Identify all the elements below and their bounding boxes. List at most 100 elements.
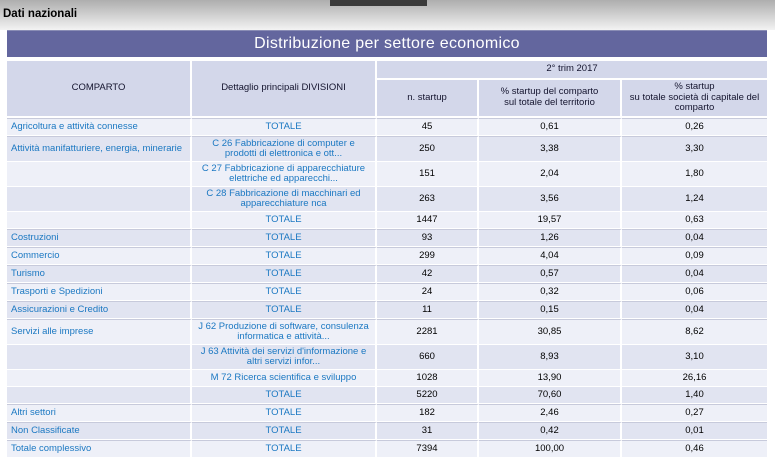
section-label: Dati nazionali: [3, 8, 78, 20]
table-row: C 27 Fabbricazione di apparecchiature el…: [7, 161, 767, 187]
comparto-cell: Non Classificate: [7, 421, 192, 440]
pct-comparto-cell: 1,24: [622, 186, 767, 212]
pct-territorio-cell: 70,60: [479, 386, 622, 404]
dettaglio-cell: TOTALE: [192, 246, 377, 265]
n-startup-cell: 7394: [377, 439, 479, 458]
n-startup-cell: 2281: [377, 318, 479, 345]
n-startup-cell: 1028: [377, 369, 479, 387]
n-startup-cell: 263: [377, 186, 479, 212]
pct-territorio-cell: 0,15: [479, 300, 622, 319]
comparto-cell: [7, 369, 192, 387]
pct-comparto-cell: 3,10: [622, 344, 767, 370]
table-row: Totale complessivo TOTALE 7394 100,00 0,46: [7, 439, 767, 458]
table-row: Servizi alle imprese J 62 Produzione di s…: [7, 318, 767, 345]
dettaglio-cell: TOTALE: [192, 117, 377, 136]
table-row: Agricoltura e attività connesse TOTALE 45 0…: [7, 117, 767, 136]
pct-comparto-cell: 0,04: [622, 228, 767, 247]
comparto-cell: Costruzioni: [7, 228, 192, 247]
dettaglio-cell: TOTALE: [192, 228, 377, 247]
header-period: 2° trim 2017: [377, 61, 767, 80]
comparto-cell: Agricoltura e attività connesse: [7, 117, 192, 136]
header-n-startup: n. startup: [377, 80, 479, 118]
top-chrome-bar: Dati nazionali: [0, 0, 775, 30]
dettaglio-cell: TOTALE: [192, 421, 377, 440]
pct-territorio-cell: 0,57: [479, 264, 622, 283]
comparto-cell: Turismo: [7, 264, 192, 283]
dettaglio-cell: C 26 Fabbricazione di computer e prodott…: [192, 135, 377, 162]
n-startup-cell: 299: [377, 246, 479, 265]
n-startup-cell: 250: [377, 135, 479, 162]
n-startup-cell: 24: [377, 282, 479, 301]
table-row: Turismo TOTALE 42 0,57 0,04: [7, 264, 767, 283]
n-startup-cell: 5220: [377, 386, 479, 404]
table-body: Agricoltura e attività connesse TOTALE 45 0…: [7, 117, 767, 458]
dettaglio-cell: TOTALE: [192, 439, 377, 458]
dettaglio-cell: TOTALE: [192, 211, 377, 229]
table-row: Assicurazioni e Credito TOTALE 11 0,15 0,04: [7, 300, 767, 319]
pct-territorio-cell: 13,90: [479, 369, 622, 387]
table-row: TOTALE 5220 70,60 1,40: [7, 386, 767, 404]
dettaglio-cell: TOTALE: [192, 386, 377, 404]
n-startup-cell: 45: [377, 117, 479, 136]
comparto-cell: Trasporti e Spedizioni: [7, 282, 192, 301]
pct-territorio-cell: 3,38: [479, 135, 622, 162]
active-tab-remnant[interactable]: [330, 0, 427, 6]
pct-comparto-cell: 1,80: [622, 161, 767, 187]
pct-territorio-cell: 2,46: [479, 403, 622, 422]
table-header: COMPARTO Dettaglio principali DIVISIONI …: [7, 61, 767, 118]
table-row: J 63 Attività dei servizi d'informazione…: [7, 344, 767, 370]
dettaglio-cell: TOTALE: [192, 403, 377, 422]
dettaglio-cell: TOTALE: [192, 300, 377, 319]
pct-comparto-cell: 0,06: [622, 282, 767, 301]
comparto-cell: Attività manifatturiere, energia, minera…: [7, 135, 192, 162]
n-startup-cell: 1447: [377, 211, 479, 229]
pct-comparto-cell: 26,16: [622, 369, 767, 387]
pct-comparto-cell: 0,46: [622, 439, 767, 458]
pct-territorio-cell: 0,61: [479, 117, 622, 136]
comparto-cell: [7, 161, 192, 187]
table-title-bar: Distribuzione per settore economico: [7, 30, 767, 57]
comparto-cell: [7, 211, 192, 229]
n-startup-cell: 182: [377, 403, 479, 422]
comparto-cell: [7, 386, 192, 404]
pct-territorio-cell: 1,26: [479, 228, 622, 247]
pct-territorio-cell: 100,00: [479, 439, 622, 458]
dettaglio-cell: J 62 Produzione di software, consulenza …: [192, 318, 377, 345]
n-startup-cell: 660: [377, 344, 479, 370]
table-row: Non Classificate TOTALE 31 0,42 0,01: [7, 421, 767, 440]
dettaglio-cell: TOTALE: [192, 282, 377, 301]
dettaglio-cell: C 28 Fabbricazione di macchinari ed appa…: [192, 186, 377, 212]
table-row: M 72 Ricerca scientifica e sviluppo 1028 1…: [7, 369, 767, 387]
pct-territorio-cell: 2,04: [479, 161, 622, 187]
dettaglio-cell: J 63 Attività dei servizi d'informazione…: [192, 344, 377, 370]
pct-territorio-cell: 0,32: [479, 282, 622, 301]
pct-territorio-cell: 4,04: [479, 246, 622, 265]
table-row: Commercio TOTALE 299 4,04 0,09: [7, 246, 767, 265]
table-row: Costruzioni TOTALE 93 1,26 0,04: [7, 228, 767, 247]
n-startup-cell: 93: [377, 228, 479, 247]
pct-comparto-cell: 0,01: [622, 421, 767, 440]
comparto-cell: Commercio: [7, 246, 192, 265]
n-startup-cell: 11: [377, 300, 479, 319]
pct-comparto-cell: 8,62: [622, 318, 767, 345]
dettaglio-cell: C 27 Fabbricazione di apparecchiature el…: [192, 161, 377, 187]
table-row: Attività manifatturiere, energia, minera…: [7, 135, 767, 162]
sector-distribution-table: COMPARTO Dettaglio principali DIVISIONI …: [7, 61, 767, 458]
pct-comparto-cell: 0,63: [622, 211, 767, 229]
comparto-cell: Servizi alle imprese: [7, 318, 192, 345]
n-startup-cell: 31: [377, 421, 479, 440]
header-dettaglio: Dettaglio principali DIVISIONI: [192, 61, 377, 118]
comparto-cell: Totale complessivo: [7, 439, 192, 458]
table-row: TOTALE 1447 19,57 0,63: [7, 211, 767, 229]
header-pct-societa: % startup su totale società di capitale …: [622, 80, 767, 118]
comparto-cell: [7, 186, 192, 212]
comparto-cell: Assicurazioni e Credito: [7, 300, 192, 319]
pct-territorio-cell: 30,85: [479, 318, 622, 345]
comparto-cell: [7, 344, 192, 370]
pct-comparto-cell: 0,26: [622, 117, 767, 136]
dettaglio-cell: TOTALE: [192, 264, 377, 283]
pct-comparto-cell: 0,04: [622, 300, 767, 319]
n-startup-cell: 151: [377, 161, 479, 187]
pct-comparto-cell: 0,27: [622, 403, 767, 422]
pct-comparto-cell: 3,30: [622, 135, 767, 162]
